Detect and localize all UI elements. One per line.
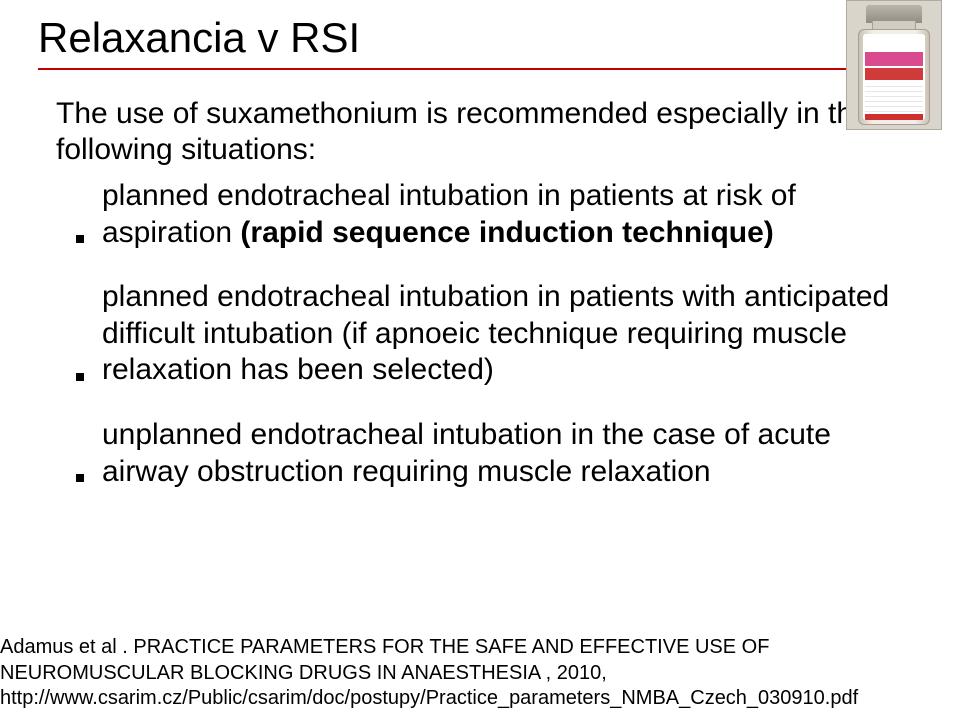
citation-text: Adamus et al . PRACTICE PARAMETERS FOR T… [0,635,960,712]
bullet-bold: (rapid sequence induction technique) [240,216,773,249]
bullet-text: planned endotracheal intubation in patie… [102,280,889,386]
intro-text: The use of suxamethonium is recommended … [38,96,922,168]
list-item: planned endotracheal intubation in patie… [98,279,922,389]
bullet-list: planned endotracheal intubation in patie… [38,178,922,490]
slide-title: Relaxancia v RSI [38,14,922,62]
list-item: planned endotracheal intubation in patie… [98,178,922,251]
bullet-text: unplanned endotracheal intubation in the… [102,418,831,488]
list-item: unplanned endotracheal intubation in the… [98,417,922,490]
title-underline [38,68,922,70]
vial-image [846,0,942,130]
slide-container: Relaxancia v RSI The use of suxamethoniu… [0,0,960,724]
